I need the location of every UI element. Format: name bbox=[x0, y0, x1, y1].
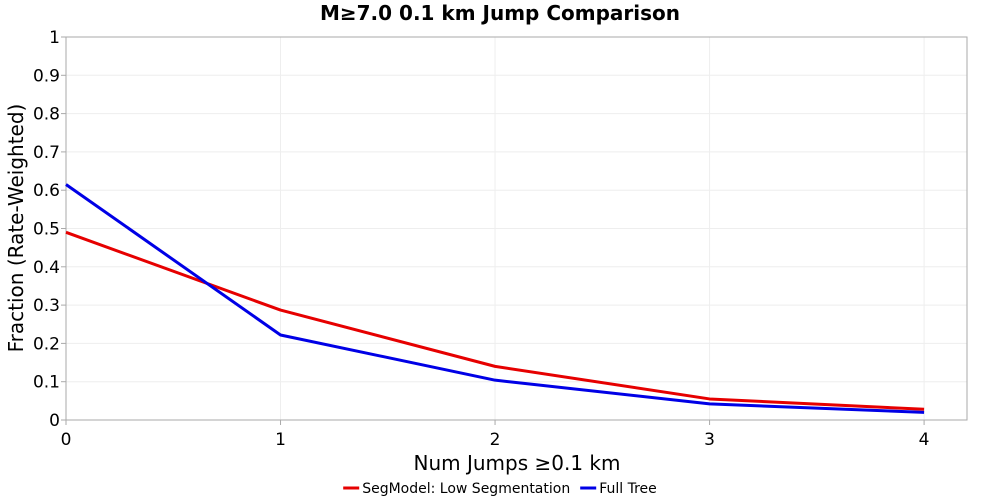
x-tick-label: 2 bbox=[490, 430, 501, 450]
y-tick-label: 0.7 bbox=[33, 143, 60, 163]
y-axis-title: Fraction (Rate-Weighted) bbox=[4, 104, 28, 353]
series-lines bbox=[65, 183, 925, 414]
y-tick-label: 0.6 bbox=[33, 181, 60, 201]
x-axis-title: Num Jumps ≥0.1 km bbox=[414, 451, 621, 475]
legend: SegModel: Low Segmentation Full Tree bbox=[343, 481, 657, 497]
legend-item: Full Tree bbox=[580, 481, 657, 497]
legend-label: SegModel: Low Segmentation bbox=[362, 481, 570, 497]
legend-label: Full Tree bbox=[599, 481, 657, 497]
y-tick-label: 0.5 bbox=[33, 220, 60, 240]
x-tick-label: 0 bbox=[61, 430, 72, 450]
y-tick-label: 0.9 bbox=[33, 66, 60, 86]
x-axis-ticks: 0 1 2 3 4 bbox=[61, 420, 930, 450]
y-tick-label: 0.3 bbox=[33, 296, 60, 316]
y-tick-label: 0.1 bbox=[33, 373, 60, 393]
chart-title: M≥7.0 0.1 km Jump Comparison bbox=[320, 1, 680, 25]
y-tick-label: 0.8 bbox=[33, 105, 60, 125]
y-tick-label: 1 bbox=[49, 28, 60, 48]
x-tick-label: 3 bbox=[704, 430, 715, 450]
legend-item: SegModel: Low Segmentation bbox=[343, 481, 570, 497]
y-tick-label: 0 bbox=[49, 411, 60, 431]
y-tick-label: 0.2 bbox=[33, 334, 60, 354]
y-axis-ticks: 0 0.1 0.2 0.3 0.4 0.5 0.6 0.7 0.8 0.9 1 bbox=[33, 28, 66, 431]
y-tick-label: 0.4 bbox=[33, 258, 60, 278]
series-line-full-tree bbox=[65, 183, 925, 414]
x-tick-label: 1 bbox=[275, 430, 286, 450]
x-tick-label: 4 bbox=[919, 430, 930, 450]
